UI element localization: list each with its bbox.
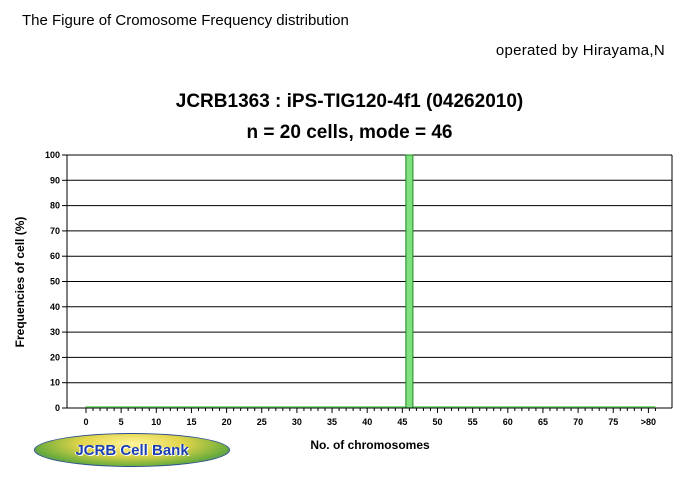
y-tick-label: 50 <box>50 277 60 287</box>
operator-credit: operated by Hirayama,N <box>495 42 665 59</box>
x-tick-label: 0 <box>83 417 88 427</box>
jcrb-cell-bank-logo: JCRB Cell Bank <box>34 433 230 467</box>
x-tick-label: 40 <box>362 417 372 427</box>
x-tick-label: 60 <box>503 417 513 427</box>
y-tick-label: 30 <box>50 327 60 337</box>
y-tick-label: 70 <box>50 226 60 236</box>
x-tick-label: 50 <box>432 417 442 427</box>
x-tick-label: 25 <box>257 417 267 427</box>
page-header-title: The Figure of Cromosome Frequency distri… <box>22 12 349 29</box>
x-axis-label: No. of chromosomes <box>310 438 430 452</box>
x-tick-label: 45 <box>397 417 407 427</box>
x-tick-label: 55 <box>468 417 478 427</box>
x-tick-label: 15 <box>186 417 196 427</box>
y-tick-label: 20 <box>50 352 60 362</box>
y-tick-label: 0 <box>55 403 60 413</box>
y-tick-label: 80 <box>50 201 60 211</box>
x-tick-label: 35 <box>327 417 337 427</box>
x-tick-label: 75 <box>608 417 618 427</box>
bar-46 <box>405 154 414 409</box>
x-tick-label: 65 <box>538 417 548 427</box>
y-tick-label: 100 <box>45 150 60 160</box>
chart-subtitle: n = 20 cells, mode = 46 <box>246 122 453 143</box>
y-tick-labels: 0 10 20 30 40 50 60 70 80 90 100 <box>45 150 60 413</box>
x-tick-labels: 0 5 10 15 20 25 30 35 40 45 50 55 60 65 70 75 >80 <box>83 417 656 427</box>
y-tick-label: 60 <box>50 251 60 261</box>
logo-text: JCRB Cell Bank <box>75 441 189 459</box>
x-tick-label: 20 <box>222 417 232 427</box>
chart-title: JCRB1363 : iPS-TIG120-4f1 (04262010) <box>175 91 524 112</box>
y-tick-label: 90 <box>50 175 60 185</box>
y-tick-label: 40 <box>50 302 60 312</box>
x-tick-label: >80 <box>641 417 656 427</box>
x-tick-label: 10 <box>151 417 161 427</box>
y-tick-label: 10 <box>50 378 60 388</box>
x-tick-label: 30 <box>292 417 302 427</box>
y-axis-label: Frequencies of cell (%) <box>13 217 27 348</box>
grid-lines <box>67 154 672 384</box>
x-tick-label: 70 <box>573 417 583 427</box>
x-tick-label: 5 <box>119 417 124 427</box>
axes <box>62 154 673 413</box>
